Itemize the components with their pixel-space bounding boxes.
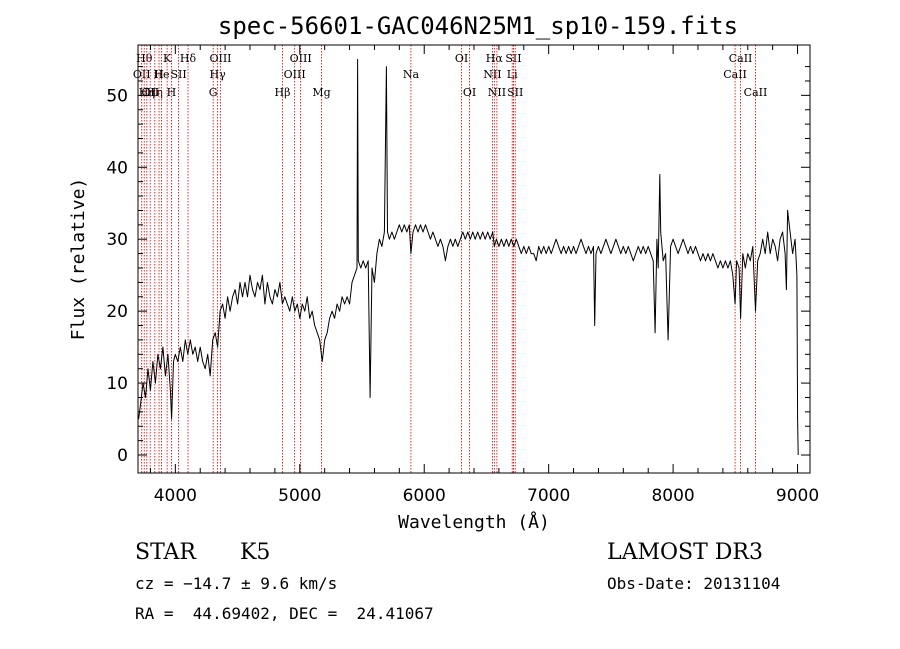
x-tick-label-5000: 5000 (278, 486, 321, 506)
y-axis-ticks: 0 10 20 30 40 50 (106, 66, 810, 466)
marker-label-10: Hδ (180, 52, 197, 65)
x-tick-label-7000: 7000 (527, 486, 570, 506)
marker-label-4: Hη (147, 86, 163, 99)
marker-label-1: Hθ (136, 52, 153, 65)
series-group (138, 58, 799, 456)
marker-label-20: OI (463, 86, 476, 99)
marker-label-18: Na (403, 68, 420, 81)
x-tick-label-6000: 6000 (403, 486, 446, 506)
marker-label-25: SII (505, 52, 521, 65)
redshift-cz: cz = −14.7 ± 9.6 km/s (135, 574, 338, 593)
marker-label-15: OIII (284, 68, 306, 81)
y-tick-label-20: 20 (106, 302, 128, 322)
marker-label-27: CaII (723, 68, 747, 81)
y-tick-label-50: 50 (106, 86, 128, 106)
x-axis-ticks: 4000 5000 6000 7000 8000 9000 (149, 45, 819, 506)
marker-label-5: H (154, 68, 164, 81)
y-tick-label-10: 10 (106, 374, 128, 394)
marker-label-14: Hβ (275, 86, 291, 99)
marker-label-13: OIII (209, 52, 231, 65)
survey-name: LAMOST DR3 (607, 540, 763, 565)
marker-label-16: OIII (290, 52, 312, 65)
marker-label-6: He (153, 68, 169, 81)
coordinates: RA = 44.69402, DEC = 24.41067 (135, 604, 434, 623)
marker-label-8: H (167, 86, 177, 99)
spectral-line-markers: OIIHθHηOIIHηHHeKHSIIHδGHγOIIIHβOIIIOIIIM… (133, 45, 767, 473)
x-tick-label-9000: 9000 (776, 486, 819, 506)
marker-label-24: Li (507, 68, 518, 81)
object-class: STAR (135, 540, 196, 565)
y-axis-label: Flux (relative) (68, 178, 89, 341)
marker-label-17: Mg (312, 86, 330, 99)
marker-label-21: NII (483, 68, 501, 81)
x-axis-label: Wavelength (Å) (398, 511, 550, 533)
marker-label-11: G (209, 86, 218, 99)
marker-label-28: CaII (729, 52, 753, 65)
marker-label-29: CaII (744, 86, 768, 99)
marker-label-7: K (163, 52, 172, 65)
x-tick-label-4000: 4000 (154, 486, 197, 506)
chart-title: spec-56601-GAC046N25M1_sp10-159.fits (218, 12, 738, 40)
marker-label-19: OI (455, 52, 468, 65)
observation-date: Obs-Date: 20131104 (607, 574, 781, 593)
plot-frame (137, 44, 811, 474)
series-line-0 (138, 58, 799, 456)
marker-label-22: Hα (486, 52, 504, 65)
y-tick-label-40: 40 (106, 158, 128, 178)
marker-label-0: OII (133, 68, 151, 81)
y-tick-label-0: 0 (117, 446, 128, 466)
object-subclass: K5 (240, 540, 271, 565)
y-tick-label-30: 30 (106, 230, 128, 250)
marker-label-12: Hγ (210, 68, 227, 81)
x-tick-label-8000: 8000 (651, 486, 694, 506)
marker-label-9: SII (170, 68, 186, 81)
marker-label-26: SII (507, 86, 523, 99)
marker-label-23: NII (488, 86, 506, 99)
